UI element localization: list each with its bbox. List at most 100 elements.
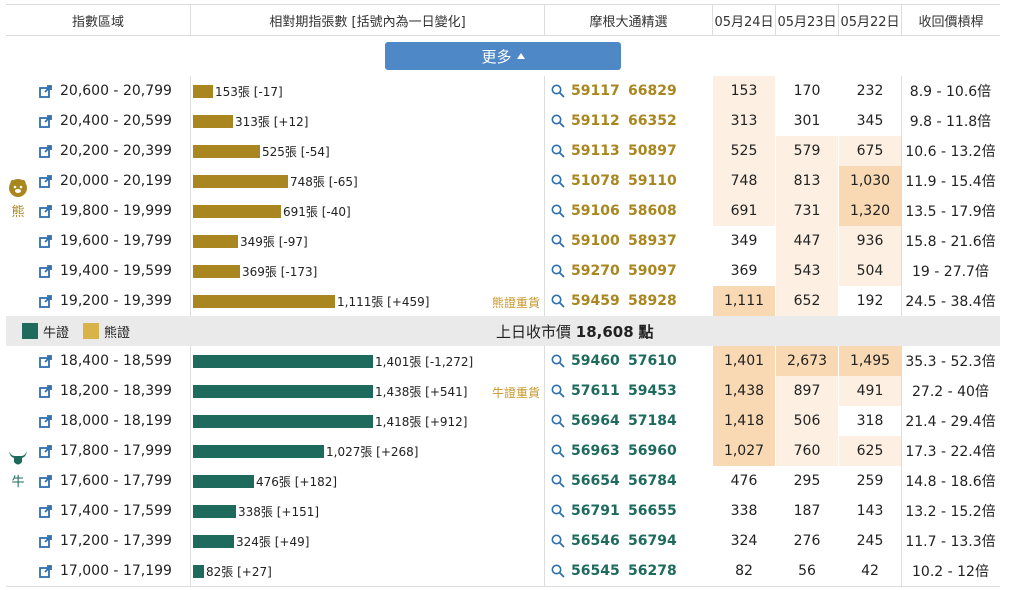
bear-bar (193, 204, 281, 218)
day2-value: 760 (775, 436, 838, 466)
code-link[interactable]: 56964 (571, 413, 620, 429)
index-range[interactable]: 17,600 - 17,799 (60, 473, 172, 489)
code-link[interactable]: 51078 (571, 173, 620, 189)
code-link[interactable]: 56791 (571, 503, 620, 519)
index-range[interactable]: 20,600 - 20,799 (60, 83, 172, 99)
leverage-value: 11.7 - 13.3倍 (901, 526, 999, 556)
index-range[interactable]: 17,400 - 17,599 (60, 503, 172, 519)
col-leverage-header[interactable]: 收回價槓桿 (901, 5, 1000, 35)
search-icon[interactable] (545, 144, 571, 158)
search-icon[interactable] (545, 294, 571, 308)
codes-cell: 59270 59097 (544, 256, 712, 286)
bear-table-row: 20,600 - 20,799 153張 [-17] 59117 66829 153 17… (6, 76, 1000, 106)
code-link[interactable]: 66829 (628, 83, 677, 99)
day3-value: 675 (838, 136, 901, 166)
search-icon[interactable] (545, 444, 571, 458)
code-link[interactable]: 56655 (628, 503, 677, 519)
external-link-icon[interactable] (30, 166, 60, 196)
external-link-icon[interactable] (30, 256, 60, 286)
external-link-icon[interactable] (30, 436, 60, 466)
index-range[interactable]: 19,800 - 19,999 (60, 203, 172, 219)
index-range[interactable]: 19,600 - 19,799 (60, 233, 172, 249)
code-link[interactable]: 56278 (628, 563, 677, 579)
external-link-icon[interactable] (30, 106, 60, 136)
code-link[interactable]: 59270 (571, 263, 620, 279)
external-link-icon[interactable] (30, 226, 60, 256)
search-icon[interactable] (545, 264, 571, 278)
col-date1-header[interactable]: 05月24日 (712, 5, 775, 35)
index-range[interactable]: 20,000 - 20,199 (60, 173, 172, 189)
index-range[interactable]: 18,000 - 18,199 (60, 413, 172, 429)
search-icon[interactable] (545, 564, 571, 578)
code-link[interactable]: 66352 (628, 113, 677, 129)
code-link[interactable]: 56654 (571, 473, 620, 489)
code-link[interactable]: 57184 (628, 413, 677, 429)
external-link-icon[interactable] (30, 466, 60, 496)
code-link[interactable]: 58608 (628, 203, 677, 219)
code-link[interactable]: 58928 (628, 293, 677, 309)
external-link-icon[interactable] (30, 346, 60, 376)
bull-bar (193, 564, 204, 578)
code-link[interactable]: 59113 (571, 143, 620, 159)
side-spacer (6, 256, 30, 286)
search-icon[interactable] (545, 354, 571, 368)
code-link[interactable]: 59453 (628, 383, 677, 399)
code-link[interactable]: 59097 (628, 263, 677, 279)
external-link-icon[interactable] (30, 76, 60, 106)
index-range[interactable]: 19,200 - 19,399 (60, 293, 172, 309)
leverage-value: 13.2 - 15.2倍 (901, 496, 999, 526)
search-icon[interactable] (545, 114, 571, 128)
bar-label: 324張 [+49] (236, 534, 310, 549)
code-link[interactable]: 56545 (571, 563, 620, 579)
code-link[interactable]: 59460 (571, 353, 620, 369)
code-link[interactable]: 56784 (628, 473, 677, 489)
code-link[interactable]: 59112 (571, 113, 620, 129)
index-range[interactable]: 20,400 - 20,599 (60, 113, 172, 129)
search-icon[interactable] (545, 504, 571, 518)
more-button[interactable]: 更多 (385, 42, 621, 70)
code-link[interactable]: 59106 (571, 203, 620, 219)
index-range[interactable]: 19,400 - 19,599 (60, 263, 172, 279)
col-date2-header[interactable]: 05月23日 (775, 5, 838, 35)
bear-bar (193, 144, 260, 158)
external-link-icon[interactable] (30, 136, 60, 166)
code-link[interactable]: 57610 (628, 353, 677, 369)
day1-value: 476 (712, 466, 775, 496)
code-link[interactable]: 58937 (628, 233, 677, 249)
col-date3-header[interactable]: 05月22日 (838, 5, 901, 35)
search-icon[interactable] (545, 384, 571, 398)
index-range[interactable]: 17,000 - 17,199 (60, 563, 172, 579)
search-icon[interactable] (545, 204, 571, 218)
code-link[interactable]: 56963 (571, 443, 620, 459)
external-link-icon[interactable] (30, 496, 60, 526)
code-link[interactable]: 56546 (571, 533, 620, 549)
code-link[interactable]: 57611 (571, 383, 620, 399)
index-range[interactable]: 18,200 - 18,399 (60, 383, 172, 399)
code-link[interactable]: 56794 (628, 533, 677, 549)
index-range[interactable]: 18,400 - 18,599 (60, 353, 172, 369)
code-link[interactable]: 59117 (571, 83, 620, 99)
col-morgan-header[interactable]: 摩根大通精選 (544, 5, 712, 35)
search-icon[interactable] (545, 234, 571, 248)
code-link[interactable]: 59110 (628, 173, 677, 189)
external-link-icon[interactable] (30, 556, 60, 586)
external-link-icon[interactable] (30, 286, 60, 316)
index-range[interactable]: 17,800 - 17,999 (60, 443, 172, 459)
code-link[interactable]: 50897 (628, 143, 677, 159)
code-link[interactable]: 59100 (571, 233, 620, 249)
index-range[interactable]: 17,200 - 17,399 (60, 533, 172, 549)
search-icon[interactable] (545, 84, 571, 98)
external-link-icon[interactable] (30, 526, 60, 556)
col-relative-header[interactable]: 相對期指張數 [括號內為一日變化] (190, 5, 544, 35)
code-link[interactable]: 56960 (628, 443, 677, 459)
search-icon[interactable] (545, 534, 571, 548)
col-region-header[interactable]: 指數區域 (71, 14, 124, 30)
code-link[interactable]: 59459 (571, 293, 620, 309)
external-link-icon[interactable] (30, 376, 60, 406)
search-icon[interactable] (545, 174, 571, 188)
external-link-icon[interactable] (30, 406, 60, 436)
external-link-icon[interactable] (30, 196, 60, 226)
search-icon[interactable] (545, 414, 571, 428)
index-range[interactable]: 20,200 - 20,399 (60, 143, 172, 159)
search-icon[interactable] (545, 474, 571, 488)
